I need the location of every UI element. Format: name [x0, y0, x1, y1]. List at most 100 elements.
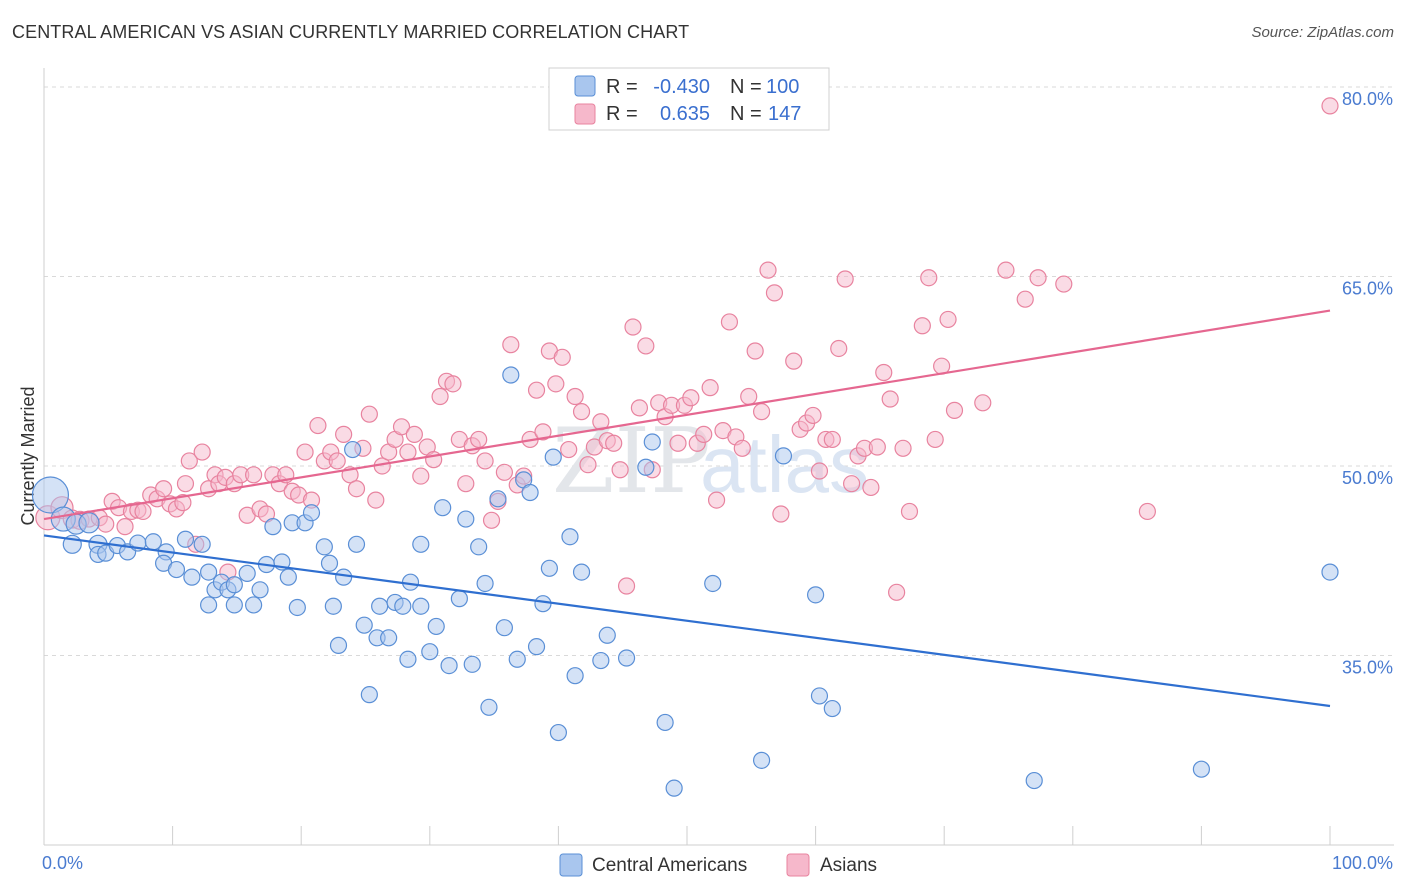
asian-point [97, 515, 115, 533]
asian-point [566, 387, 584, 406]
asian-point [560, 440, 578, 459]
asian-point [772, 505, 790, 523]
central-american-point [176, 530, 195, 548]
asian-point [611, 461, 629, 479]
asian-point [868, 438, 886, 456]
asian-point [245, 466, 263, 484]
asian-point [881, 390, 899, 408]
series-legend-label-pink: Asians [820, 855, 877, 876]
central-american-point [806, 586, 825, 604]
central-american-point [288, 598, 306, 617]
asian-point [637, 337, 655, 355]
asian-point [579, 456, 597, 474]
central-americans-points [31, 366, 1339, 797]
legend-n-label-pink: N = [730, 103, 762, 125]
series-legend-swatch-pink [786, 853, 810, 877]
asian-point [470, 430, 488, 449]
central-american-point [329, 636, 348, 654]
asian-point [682, 389, 700, 407]
series-legend-label-blue: Central Americans [592, 855, 747, 876]
asian-point [701, 379, 719, 397]
asian-point [785, 352, 803, 370]
asian-point [810, 462, 829, 480]
y-tick-label: 65.0% [1342, 278, 1393, 298]
central-american-point [183, 568, 201, 586]
asian-point [746, 342, 764, 360]
central-american-point [380, 629, 398, 647]
central-american-point [427, 617, 445, 636]
asian-point [888, 583, 906, 601]
asian-point [894, 439, 912, 457]
central-american-point [1025, 771, 1043, 790]
central-american-point [470, 538, 488, 556]
asian-point [412, 467, 430, 485]
asian-point [347, 480, 366, 498]
asians-points [35, 97, 1339, 601]
asian-point [669, 434, 687, 452]
asian-point [193, 443, 211, 461]
central-american-point [302, 504, 321, 522]
asian-point [296, 443, 314, 461]
asian-point [335, 425, 353, 443]
legend-swatch-pink [574, 103, 596, 125]
central-american-point [810, 687, 829, 705]
asian-point [875, 363, 893, 382]
central-american-point [315, 538, 333, 556]
central-american-point [167, 560, 186, 579]
central-american-point [200, 563, 218, 581]
asian-point [176, 475, 195, 493]
central-american-point [394, 597, 412, 615]
legend-r-value-pink: 0.635 [660, 103, 710, 125]
asian-point [527, 381, 546, 399]
central-american-point [1321, 563, 1339, 581]
asian-point [134, 502, 152, 521]
asian-point [174, 494, 192, 512]
asian-point [630, 399, 649, 417]
central-american-point [347, 535, 366, 553]
asian-point [759, 261, 777, 279]
central-american-point [823, 699, 841, 718]
legend-n-label-blue: N = [730, 76, 762, 98]
y-tick-labels: 35.0% 50.0% 65.0% 80.0% [1342, 89, 1393, 678]
legend-r-label-pink: R = [606, 103, 638, 125]
asian-point [502, 336, 520, 354]
asian-point [605, 434, 623, 452]
central-american-point [264, 518, 282, 536]
asians-trend-line [43, 309, 1331, 521]
asian-point [405, 425, 423, 443]
stats-legend: R = -0.430 N = 100 R = 0.635 N = 147 [548, 67, 830, 131]
asian-point [431, 387, 449, 406]
x-tick-label-max: 100.0% [1332, 853, 1393, 873]
asian-point [116, 518, 134, 536]
central-american-point [598, 626, 616, 644]
central-american-point [463, 655, 481, 673]
asian-point [1321, 97, 1339, 115]
central-american-point [774, 447, 793, 465]
legend-n-value-pink: 147 [768, 103, 801, 125]
asian-point [843, 475, 861, 493]
legend-swatch-blue [574, 75, 596, 97]
asian-point [547, 375, 565, 393]
axes [43, 68, 1394, 846]
central-american-point [412, 535, 430, 553]
asian-point [804, 406, 822, 425]
x-tick-label-min: 0.0% [42, 853, 83, 873]
asian-point [720, 313, 739, 331]
asian-point [765, 284, 784, 302]
watermark-zip: ZIP [552, 409, 711, 514]
asian-point [392, 418, 411, 436]
asian-point [360, 405, 378, 423]
central-american-point [656, 713, 674, 732]
central-american-point [225, 596, 243, 614]
central-americans-trend-line [43, 534, 1331, 708]
asian-point [534, 423, 552, 441]
asian-point [862, 478, 880, 497]
central-american-point [617, 649, 636, 667]
y-tick-label: 50.0% [1342, 468, 1393, 488]
source-label: Source: ZipAtlas.com [1251, 24, 1394, 41]
central-american-point [401, 573, 420, 591]
asian-point [997, 261, 1015, 279]
asian-point [752, 403, 771, 421]
asian-point [154, 480, 173, 498]
